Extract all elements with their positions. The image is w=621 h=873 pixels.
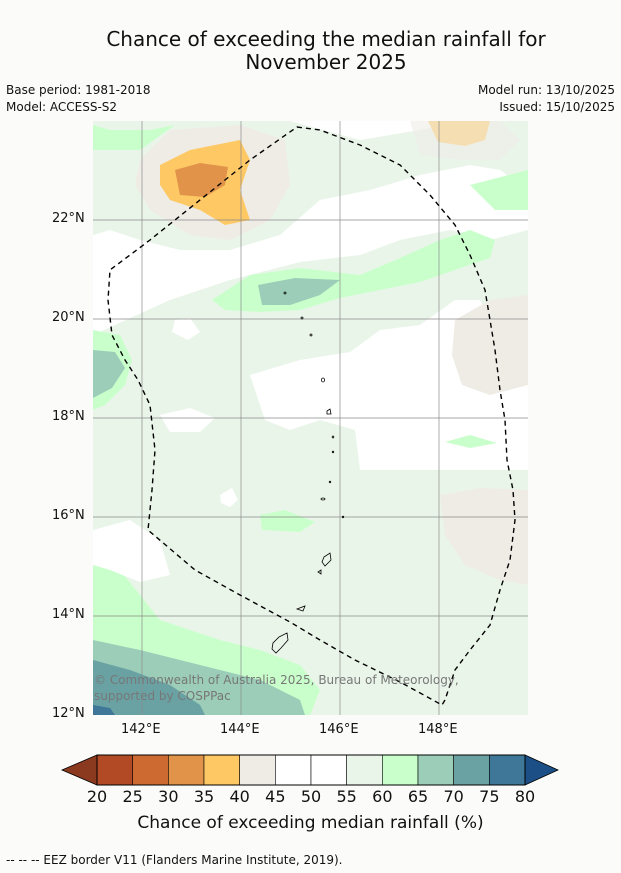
island-tinian: [317, 569, 322, 575]
zone-55-60-south: [93, 372, 528, 715]
zone-60-65-nw: [93, 125, 175, 150]
meta-left: Base period: 1981-2018 Model: ACCESS-S2: [6, 82, 151, 116]
colorbar-tick-labels: 20 25 30 35 40 45 50 55 60 65 70 75 80: [0, 787, 621, 807]
colorbar-cell-25-30: [132, 754, 169, 786]
island-farallon: [283, 291, 287, 295]
colorbar-cell-45-50: [275, 754, 312, 786]
issued-date: Issued: 15/10/2025: [499, 100, 615, 114]
lat-label-14: 14°N: [52, 607, 85, 622]
colorbar-cell-20-25: [96, 754, 133, 786]
colorbar-low-arrow: [60, 754, 98, 786]
colorbar-tick-20: 20: [86, 787, 108, 806]
colorbar-tick-75: 75: [479, 787, 500, 806]
zone-65-70-west: [93, 350, 125, 398]
colorbar-cell-30-35: [168, 754, 205, 786]
colorbar-cell-35-40: [203, 754, 240, 786]
island-guam: [271, 632, 289, 654]
colorbar-label: Chance of exceeding median rainfall (%): [137, 813, 484, 833]
model-name: Model: ACCESS-S2: [6, 100, 118, 114]
colorbar-cell-60-65: [382, 754, 419, 786]
zone-30-35: [175, 163, 228, 197]
colorbar-tick-70: 70: [443, 787, 464, 806]
copyright-notice: © Commonwealth of Australia 2025, Bureau…: [94, 673, 459, 703]
meta-right: Model run: 13/10/2025 Issued: 15/10/2025: [478, 82, 615, 116]
island-maug: [300, 316, 304, 320]
colorbar-tick-40: 40: [229, 787, 250, 806]
lon-label-148: 148°E: [418, 722, 458, 737]
colorbar-tick-65: 65: [407, 787, 429, 806]
eez-legend-note: -- -- -- EEZ border V11 (Flanders Marine…: [6, 853, 343, 867]
zone-white-patch-2: [160, 408, 215, 432]
colorbar-tick-35: 35: [193, 787, 215, 806]
colorbar-cell-40-45: [239, 754, 276, 786]
lon-label-142: 142°E: [121, 722, 161, 737]
zone-60-65-south: [260, 510, 315, 532]
model-run: Model run: 13/10/2025: [477, 83, 615, 97]
island-guguan: [331, 450, 335, 454]
island-agrihan: [320, 377, 325, 383]
lat-label-12: 12°N: [52, 706, 85, 721]
zone-white-patch-3: [220, 488, 238, 507]
colorbar-tick-25: 25: [122, 787, 143, 806]
colorbar-tick-55: 55: [336, 787, 357, 806]
colorbar: [60, 754, 559, 786]
lon-label-144: 144°E: [220, 722, 260, 737]
eez-border: [107, 126, 516, 706]
colorbar-cell-65-70: [417, 754, 454, 786]
colorbar-cell-50-55: [310, 754, 347, 786]
island-asuncion: [309, 333, 313, 337]
zone-60-65-east: [445, 435, 497, 448]
islands: [271, 291, 345, 654]
lat-label-18: 18°N: [52, 409, 85, 424]
colorbar-tick-80: 80: [514, 787, 536, 806]
lon-label-146: 146°E: [319, 722, 359, 737]
zone-40-45-southeast: [440, 488, 528, 585]
chart-title: Chance of exceeding the median rainfall …: [0, 28, 621, 74]
zone-65-70-central: [258, 278, 340, 305]
island-pagan: [326, 408, 332, 415]
island-farallon-medinilla: [341, 515, 345, 519]
base-period: Base period: 1981-2018: [6, 83, 151, 97]
colorbar-cell-70-75: [453, 754, 490, 786]
lat-label-22: 22°N: [52, 211, 85, 226]
island-rota: [295, 605, 306, 612]
island-alamagan: [331, 435, 335, 439]
zone-40-45-east: [452, 295, 528, 395]
zone-70-75-sw: [93, 660, 205, 715]
colorbar-tick-50: 50: [300, 787, 322, 806]
title-line-1: Chance of exceeding the median rainfall …: [106, 27, 546, 51]
island-saipan: [321, 552, 332, 567]
colorbar-tick-60: 60: [372, 787, 393, 806]
island-sarigan: [328, 480, 332, 484]
colorbar-high-arrow: [524, 754, 559, 786]
colorbar-tick-45: 45: [265, 787, 286, 806]
zone-white-patch-4: [93, 520, 170, 582]
zone-75-80-sw: [93, 705, 115, 715]
lat-label-20: 20°N: [52, 310, 85, 325]
colorbar-cell-75-80: [489, 754, 526, 786]
colorbar-cells: [96, 754, 526, 786]
zone-white-patch-1: [172, 318, 200, 340]
colorbar-cell-55-60: [346, 754, 383, 786]
zone-40-45-ne: [410, 121, 520, 160]
graticule: [93, 121, 528, 715]
colorbar-tick-30: 30: [158, 787, 179, 806]
zone-60-65-ne: [470, 170, 528, 210]
colorbar-frame: [96, 754, 526, 786]
island-anatahan: [320, 497, 326, 501]
title-line-2: November 2025: [245, 50, 407, 74]
lat-label-16: 16°N: [52, 508, 85, 523]
